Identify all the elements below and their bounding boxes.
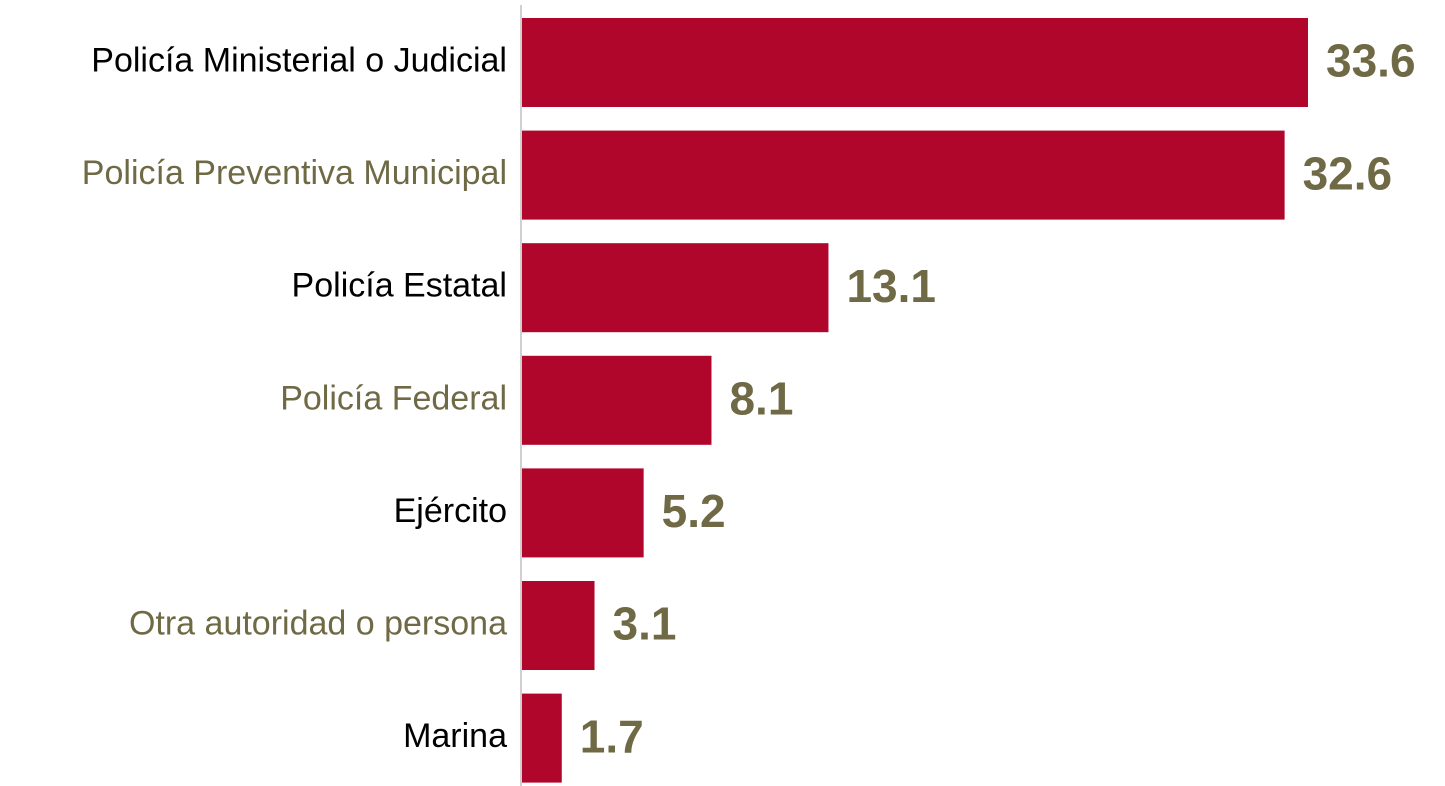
category-label: Policía Ministerial o Judicial [91,41,507,79]
value-label: 3.1 [613,598,677,650]
category-label: Policía Federal [280,379,507,417]
bar [522,581,595,670]
bar [522,468,644,558]
category-label: Policía Estatal [292,267,507,305]
category-label: Marina [403,717,507,755]
value-label: 8.1 [729,372,793,424]
bar [522,355,712,445]
bar [522,243,829,333]
bar [522,693,562,783]
bar [522,18,1308,107]
category-label: Otra autoridad o persona [129,604,507,642]
value-label: 13.1 [846,260,936,312]
value-label: 32.6 [1303,147,1393,199]
value-label: 5.2 [662,485,726,537]
category-label: Policía Preventiva Municipal [82,154,507,192]
value-label: 1.7 [580,710,644,762]
value-label: 33.6 [1326,35,1416,87]
bar [522,130,1285,220]
category-label: Ejército [394,492,507,530]
